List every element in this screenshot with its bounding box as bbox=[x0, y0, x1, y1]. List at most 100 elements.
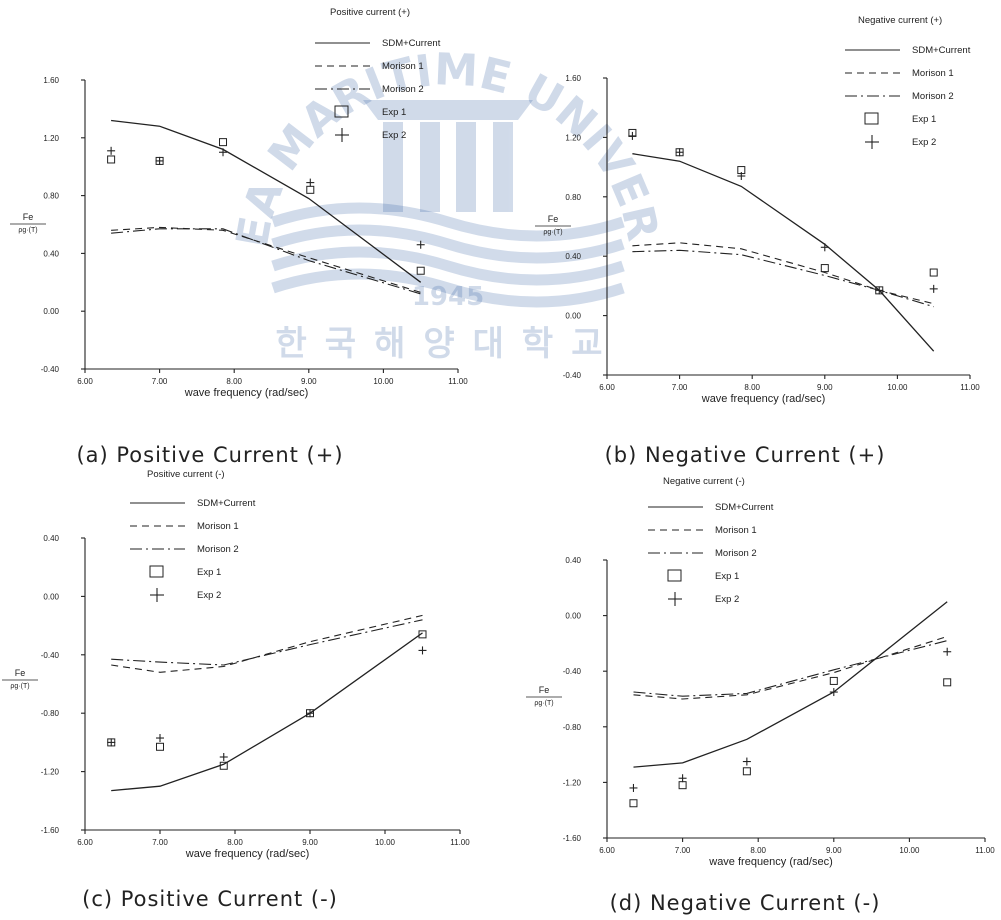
legend-swatch-square bbox=[334, 105, 349, 118]
x-tick-label: 9.00 bbox=[826, 846, 842, 855]
x-axis-label: wave frequency (rad/sec) bbox=[708, 856, 833, 868]
x-tick-label: 9.00 bbox=[301, 377, 317, 386]
data-point-exp1-square bbox=[943, 678, 952, 687]
chart-panel-3: -1.60 -1.20 -0.80 -0.40 0.00 0.40 6.00 7.00 8.00… bbox=[526, 476, 995, 915]
series-line-morison-2 bbox=[632, 249, 934, 308]
legend-label: Morison 1 bbox=[382, 61, 424, 72]
data-point-exp2-plus bbox=[829, 688, 838, 697]
watermark-year: 1945 bbox=[412, 282, 484, 312]
legend: SDM+Current Morison 1 Morison 2 Exp 1 Exp 2 bbox=[845, 45, 971, 149]
x-axis-label: wave frequency (rad/sec) bbox=[701, 393, 826, 405]
y-tick-label: 0.40 bbox=[43, 534, 59, 543]
legend-label: Morison 2 bbox=[382, 84, 424, 95]
y-tick-label: 1.60 bbox=[43, 76, 59, 85]
data-point-exp1-square bbox=[820, 264, 829, 273]
legend-label: Exp 1 bbox=[197, 567, 221, 578]
x-tick-label: 7.00 bbox=[672, 383, 688, 392]
x-tick-label: 11.00 bbox=[960, 383, 980, 392]
x-tick-label: 8.00 bbox=[227, 838, 243, 847]
chart-title: Negative current (-) bbox=[663, 476, 745, 487]
x-tick-label: 11.00 bbox=[450, 838, 470, 847]
watermark-emblem bbox=[363, 100, 533, 212]
data-point-exp2-plus bbox=[416, 240, 425, 249]
legend-label: Exp 2 bbox=[912, 137, 936, 148]
data-point-exp2-plus bbox=[155, 156, 164, 165]
legend-label: SDM+Current bbox=[197, 498, 256, 509]
chart-panel-1: -0.40 0.00 0.40 0.80 1.20 1.60 6.00 7.00 8.00 9.0… bbox=[535, 15, 980, 467]
legend-label: Morison 2 bbox=[912, 91, 954, 102]
y-tick-label: -1.20 bbox=[41, 768, 60, 777]
series-line-morison-2 bbox=[111, 228, 421, 295]
data-point-exp2-plus bbox=[629, 783, 638, 792]
series-line-morison-1 bbox=[633, 635, 948, 700]
y-tick-label: -0.40 bbox=[563, 667, 582, 676]
data-point-exp1-square bbox=[107, 155, 116, 164]
x-tick-label: 10.00 bbox=[887, 383, 908, 392]
panel-caption: (a) Positive Current (+) bbox=[76, 443, 343, 467]
legend-swatch-square bbox=[864, 112, 879, 125]
legend-swatch-square bbox=[667, 569, 682, 582]
data-point-exp1-square bbox=[306, 185, 315, 194]
emblem-wave-3 bbox=[271, 268, 625, 308]
legend-label: Exp 2 bbox=[197, 590, 221, 601]
x-tick-label: 10.00 bbox=[899, 846, 920, 855]
legend-label: Morison 2 bbox=[715, 548, 757, 559]
data-point-exp1-square bbox=[829, 676, 838, 685]
y-axis-label-denominator: ρg·(T) bbox=[10, 683, 29, 690]
y-tick-label: 0.80 bbox=[43, 192, 59, 201]
x-axis-label: wave frequency (rad/sec) bbox=[185, 848, 310, 860]
y-tick-label: -0.40 bbox=[563, 371, 582, 380]
y-axis-label-numerator: Fe bbox=[23, 212, 34, 222]
series-line-morison-2 bbox=[111, 619, 423, 666]
legend-label: Exp 2 bbox=[715, 594, 739, 605]
data-point-exp2-plus bbox=[628, 131, 637, 140]
legend-swatch-square bbox=[149, 565, 164, 578]
x-tick-label: 9.00 bbox=[817, 383, 833, 392]
data-point-exp2-plus bbox=[737, 172, 746, 181]
x-tick-label: 9.00 bbox=[302, 838, 318, 847]
x-tick-label: 7.00 bbox=[152, 377, 168, 386]
y-tick-label: 0.00 bbox=[565, 612, 581, 621]
y-tick-label: -1.60 bbox=[41, 826, 60, 835]
x-tick-label: 11.00 bbox=[448, 377, 468, 386]
legend-label: Morison 1 bbox=[715, 525, 757, 536]
y-axis-label-denominator: ρg·(T) bbox=[18, 227, 37, 234]
x-tick-label: 6.00 bbox=[77, 838, 93, 847]
y-tick-label: -0.40 bbox=[41, 365, 60, 374]
x-tick-label: 7.00 bbox=[675, 846, 691, 855]
emblem-wave-0 bbox=[271, 202, 625, 242]
legend-label: Morison 1 bbox=[912, 68, 954, 79]
x-tick-label: 8.00 bbox=[744, 383, 760, 392]
legend-label: Morison 2 bbox=[197, 544, 239, 555]
emblem-roof bbox=[363, 100, 533, 120]
y-tick-label: 1.60 bbox=[565, 74, 581, 83]
data-point-exp2-plus bbox=[929, 284, 938, 293]
legend-label: SDM+Current bbox=[715, 502, 774, 513]
x-tick-label: 10.00 bbox=[373, 377, 394, 386]
watermark-korean: 한국해양대학교 bbox=[276, 324, 621, 364]
legend-label: Exp 1 bbox=[912, 114, 936, 125]
series-line-sdm-current bbox=[111, 632, 423, 792]
y-tick-label: -0.40 bbox=[41, 651, 60, 660]
data-point-exp1-square bbox=[219, 761, 228, 770]
emblem-column-0 bbox=[383, 122, 403, 212]
legend-label: Exp 2 bbox=[382, 130, 406, 141]
data-point-exp2-plus bbox=[107, 738, 116, 747]
panel-caption: (c) Positive Current (-) bbox=[82, 887, 338, 911]
chart-panel-0: -0.40 0.00 0.40 0.80 1.20 1.60 6.00 7.00 8.00 9.0… bbox=[10, 7, 468, 467]
legend-label: Exp 1 bbox=[715, 571, 739, 582]
x-tick-label: 6.00 bbox=[77, 377, 93, 386]
legend: SDM+Current Morison 1 Morison 2 Exp 1 Exp 2 bbox=[648, 502, 774, 606]
y-tick-label: -1.60 bbox=[563, 834, 582, 843]
x-tick-label: 7.00 bbox=[152, 838, 168, 847]
series-line-sdm-current bbox=[633, 601, 948, 768]
y-tick-label: 0.00 bbox=[43, 307, 59, 316]
data-point-exp2-plus bbox=[219, 148, 228, 157]
series-line-sdm-current bbox=[632, 153, 935, 352]
data-point-exp2-plus bbox=[418, 646, 427, 655]
data-point-exp2-plus bbox=[156, 734, 164, 743]
y-tick-label: 0.40 bbox=[565, 556, 581, 565]
emblem-column-3 bbox=[493, 122, 513, 212]
y-tick-label: 0.80 bbox=[565, 193, 581, 202]
